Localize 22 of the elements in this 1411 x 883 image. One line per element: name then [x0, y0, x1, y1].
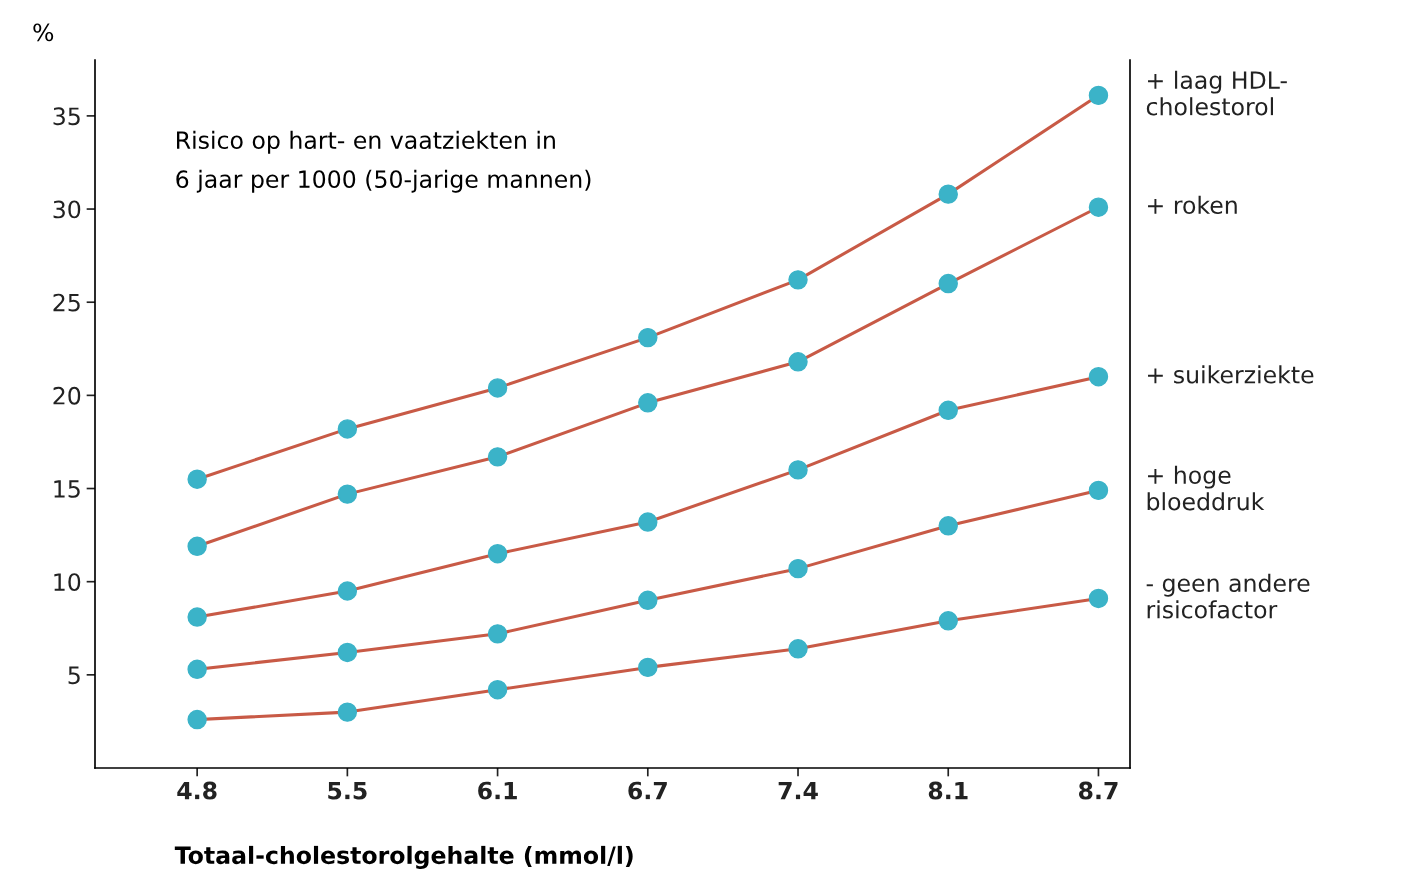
x-axis-title: Totaal-cholestorolgehalte (mmol/l): [174, 845, 633, 869]
x-tick-label: 6.1: [478, 781, 517, 800]
y-tick-label: 5: [68, 666, 80, 685]
x-tick-label: 6.7: [628, 781, 667, 800]
y-tick-label: 20: [53, 386, 81, 405]
y-tick-label: 10: [54, 573, 81, 591]
series-label: - geen andere risicofactor: [1146, 573, 1310, 619]
y-axis-title: %: [33, 23, 54, 42]
y-tick-label: 30: [53, 200, 81, 219]
y-tick-label: 15: [54, 480, 80, 498]
y-tick-label: 25: [53, 293, 80, 312]
series-label: + laag HDL- cholestorol: [1146, 70, 1287, 116]
x-tick-label: 8.1: [928, 781, 968, 800]
x-tick-label: 8.7: [1078, 781, 1118, 800]
text: Risico op hart- en vaatziekten in 6 jaar per 1000 (50-jarige mannen): [176, 130, 591, 193]
series-label: + hoge bloeddruk: [1147, 465, 1265, 511]
x-tick-label: 7.4: [778, 781, 818, 800]
x-tick-label: 5.5: [328, 781, 367, 800]
series-label: + suikerziekte: [1148, 365, 1314, 384]
series-label: + roken: [1148, 195, 1237, 215]
x-tick-label: 4.8: [177, 781, 217, 800]
y-tick-label: 35: [53, 107, 80, 126]
